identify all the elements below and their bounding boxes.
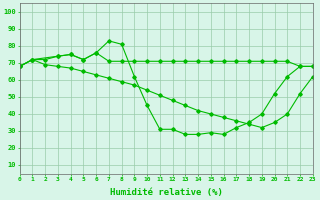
- X-axis label: Humidité relative (%): Humidité relative (%): [110, 188, 223, 197]
